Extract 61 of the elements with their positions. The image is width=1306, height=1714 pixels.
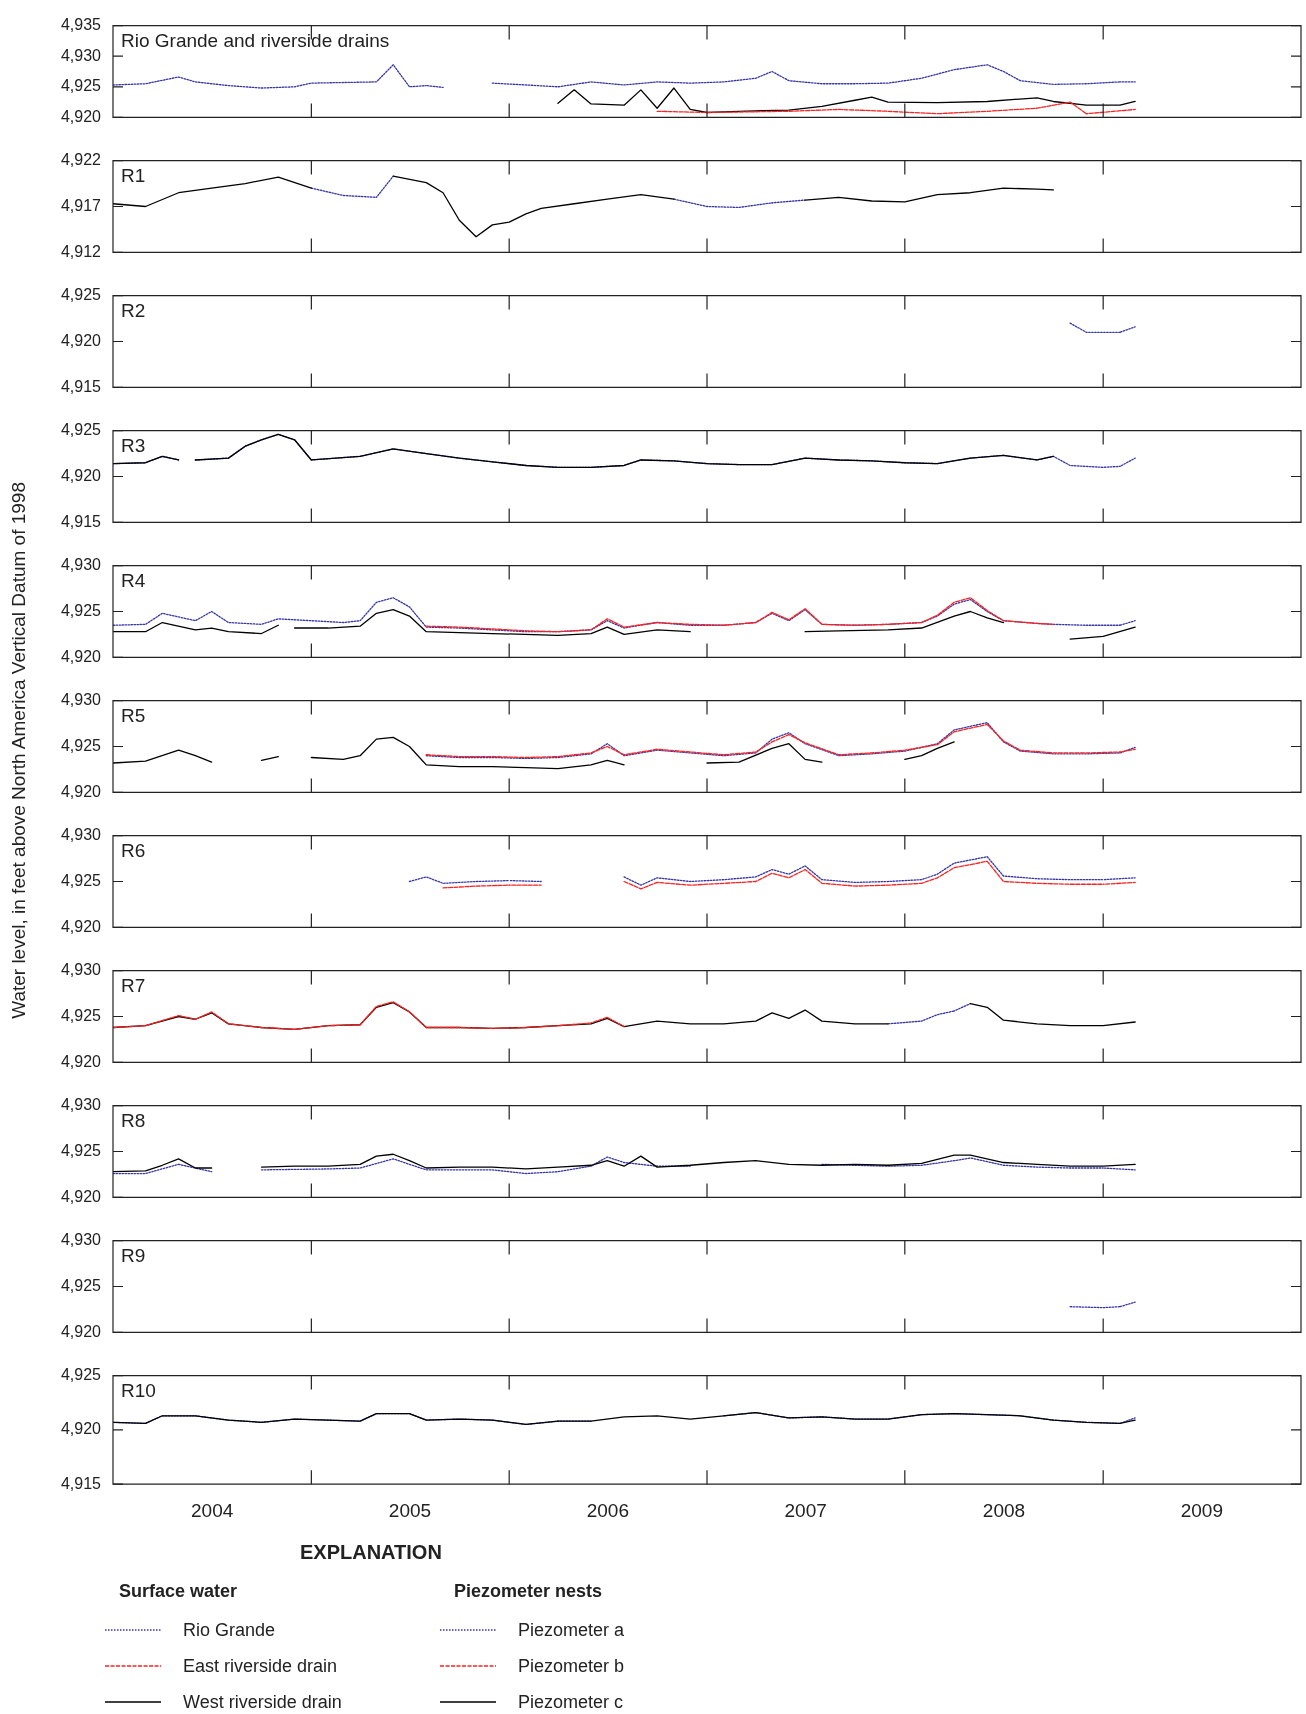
chart-title: Rio Grande and riverside drains [121, 30, 390, 52]
legend-label: Rio Grande [183, 1619, 276, 1641]
y-tick-label: 4,925 [60, 871, 102, 889]
y-tick-label: 4,920 [60, 1420, 102, 1438]
legend-label: Piezometer c [518, 1691, 624, 1713]
legend-label: Piezometer a [518, 1619, 625, 1641]
y-tick-label: 4,912 [60, 242, 102, 260]
x-tick-label: 2008 [982, 1499, 1026, 1521]
y-tick-label: 4,920 [60, 782, 102, 800]
legend-title: Surface water [119, 1581, 239, 1602]
chart-title: R1 [121, 165, 146, 187]
y-tick-label: 4,930 [60, 1096, 102, 1114]
y-tick-label: 4,922 [60, 151, 102, 169]
y-tick-label: 4,920 [60, 647, 102, 665]
y-tick-label: 4,925 [60, 421, 102, 439]
y-tick-label: 4,925 [60, 1366, 102, 1384]
y-tick-label: 4,915 [60, 1474, 102, 1492]
chart-title: R7 [121, 975, 146, 997]
y-tick-label: 4,925 [60, 736, 102, 754]
y-tick-label: 4,915 [60, 512, 102, 530]
chart-title: R10 [121, 1380, 156, 1402]
chart-title: R9 [121, 1245, 146, 1267]
y-tick-label: 4,920 [60, 331, 102, 349]
x-tick-label: 2009 [1180, 1499, 1223, 1521]
y-tick-label: 4,925 [60, 1276, 102, 1294]
chart-title: R6 [121, 840, 146, 862]
y-tick-label: 4,930 [60, 961, 102, 979]
chart-title: R4 [121, 570, 146, 592]
y-tick-label: 4,925 [60, 77, 102, 95]
y-tick-label: 4,935 [60, 16, 102, 34]
chart-title: R3 [121, 435, 146, 457]
x-tick-label: 2004 [191, 1499, 234, 1521]
legend-label: Piezometer b [518, 1655, 625, 1677]
y-tick-label: 4,925 [60, 601, 102, 619]
legend-label: West riverside drain [183, 1691, 342, 1713]
y-tick-label: 4,930 [60, 46, 102, 64]
y-tick-label: 4,920 [60, 107, 102, 125]
y-tick-label: 4,930 [60, 826, 102, 844]
chart-title: R8 [121, 1110, 146, 1132]
x-tick-label: 2005 [388, 1499, 432, 1521]
y-tick-label: 4,915 [60, 377, 102, 395]
chart-title: R5 [121, 705, 146, 727]
y-tick-label: 4,930 [60, 691, 102, 709]
y-tick-label: 4,920 [60, 466, 102, 484]
y-tick-label: 4,920 [60, 1187, 102, 1205]
x-tick-label: 2006 [586, 1499, 629, 1521]
y-tick-label: 4,925 [60, 1141, 102, 1159]
y-tick-label: 4,920 [60, 1052, 102, 1070]
y-tick-label: 4,930 [60, 1231, 102, 1249]
y-tick-label: 4,930 [60, 556, 102, 574]
legend-label: East riverside drain [183, 1655, 338, 1677]
legend-title: Piezometer nests [454, 1581, 604, 1602]
y-tick-label: 4,920 [60, 917, 102, 935]
x-tick-label: 2007 [784, 1499, 827, 1521]
text: EXPLANATION [300, 1541, 442, 1564]
y-tick-label: 4,925 [60, 286, 102, 304]
y-tick-label: 4,917 [60, 196, 102, 214]
chart-title: R2 [121, 300, 146, 322]
y-tick-label: 4,920 [60, 1322, 102, 1340]
y-axis-title: Water level, in feet above North America Vertical Datum of 1998 [8, 482, 30, 1019]
y-tick-label: 4,925 [60, 1006, 102, 1024]
